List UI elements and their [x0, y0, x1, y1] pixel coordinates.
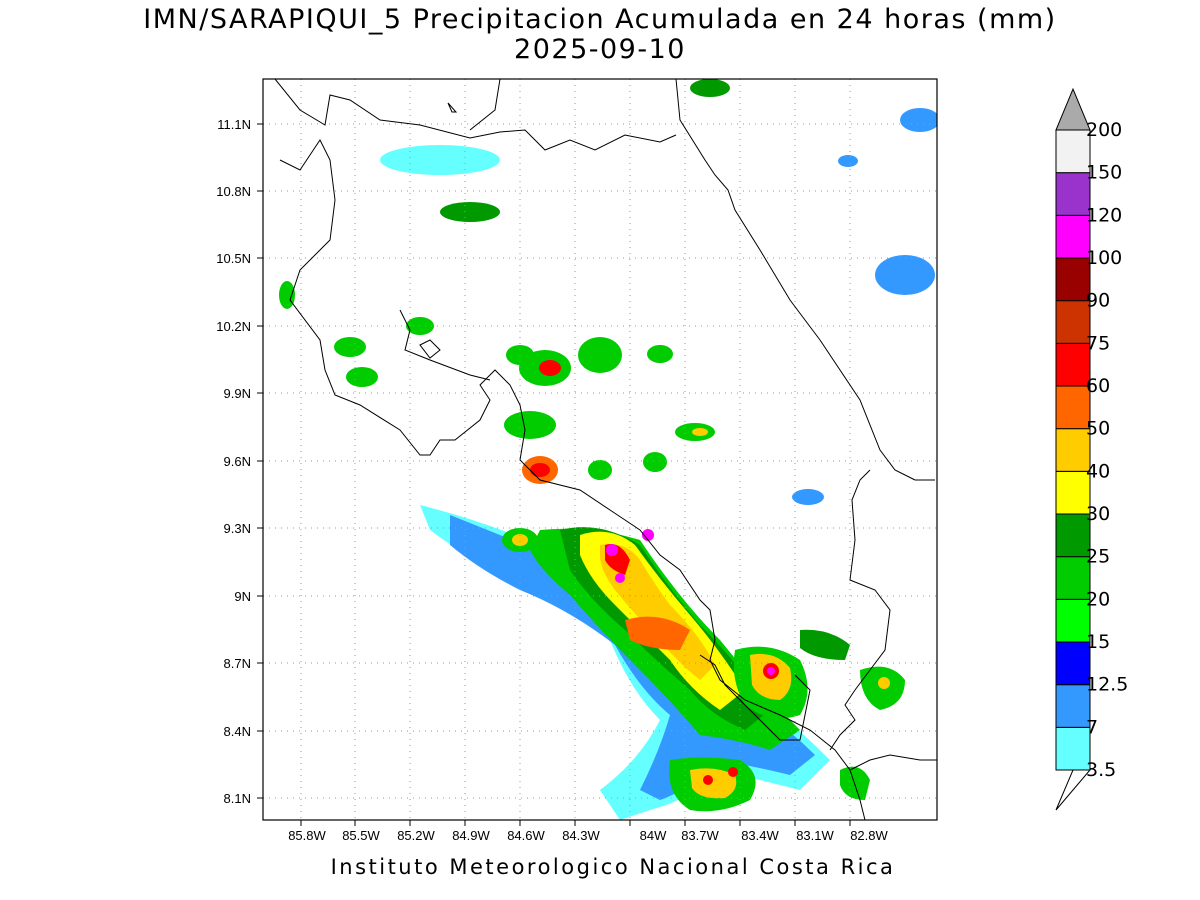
y-tick-label: 8.1N: [224, 791, 251, 806]
x-tick-label: 82.8W: [850, 828, 888, 843]
colorbar-label: 100: [1086, 247, 1122, 269]
colorbar-label: 30: [1086, 503, 1110, 525]
x-tick-label: 84.9W: [452, 828, 490, 843]
y-tick-label: 8.7N: [224, 656, 251, 671]
plot-frame: [262, 78, 938, 821]
colorbar-label: 40: [1086, 460, 1110, 482]
colorbar-swatch: [1055, 726, 1091, 771]
colorbar-label: 60: [1086, 375, 1110, 397]
colorbar-swatch: [1055, 214, 1091, 259]
y-tick-label: 10.5N: [216, 251, 251, 266]
institution-footer: Instituto Meteorologico Nacional Costa R…: [330, 855, 896, 879]
axis-tick-marks: [257, 123, 851, 826]
x-tick-label: 84.6W: [507, 828, 545, 843]
x-tick-label: 83.4W: [741, 828, 779, 843]
map-date: 2025-09-10: [514, 34, 686, 65]
map-grid: [263, 79, 937, 820]
x-tick-label: 83.1W: [796, 828, 834, 843]
y-tick-label: 9.9N: [224, 386, 251, 401]
colorbar-over-triangle: [1055, 87, 1091, 131]
x-tick-label: 84.3W: [562, 828, 600, 843]
colorbar-under-triangle: [1055, 769, 1092, 811]
y-tick-label: 8.4N: [224, 724, 251, 739]
colorbar-swatch: [1055, 129, 1091, 174]
colorbar-swatch: [1055, 428, 1091, 472]
coastline: [274, 79, 937, 820]
y-axis-labels: 11.1N 10.8N 10.5N 10.2N 9.9N 9.6N 9.3N 9…: [216, 117, 251, 806]
y-tick-label: 9N: [234, 589, 251, 604]
colorbar-label: 75: [1086, 332, 1110, 354]
colorbar-label: 15: [1086, 631, 1110, 653]
colorbar-label: 12.5: [1086, 674, 1128, 696]
colorbar-label: 50: [1086, 418, 1110, 440]
x-tick-label: 83.7W: [681, 828, 719, 843]
y-tick-label: 9.3N: [224, 521, 251, 536]
x-tick-label: 85.5W: [342, 828, 380, 843]
colorbar-swatch: [1055, 470, 1091, 515]
x-axis-labels: 85.8W 85.5W 85.2W 84.9W 84.6W 84.3W 84W …: [288, 828, 888, 843]
map-plot-area: 85.8W 85.5W 85.2W 84.9W 84.6W 84.3W 84W …: [216, 78, 938, 843]
colorbar-label: 20: [1086, 588, 1110, 610]
y-tick-label: 9.6N: [224, 454, 251, 469]
y-tick-label: 11.1N: [217, 117, 251, 132]
y-tick-label: 10.8N: [216, 184, 251, 199]
colorbar-swatch: [1055, 598, 1091, 643]
map-title: IMN/SARAPIQUI_5 Precipitacion Acumulada …: [143, 4, 1057, 35]
colorbar-swatch: [1055, 641, 1091, 686]
colorbar-swatch: [1055, 257, 1091, 302]
colorbar-label: 150: [1086, 162, 1122, 184]
colorbar-label: 200: [1086, 119, 1122, 141]
colorbar-swatch: [1055, 342, 1091, 387]
colorbar-label: 120: [1086, 204, 1122, 226]
x-tick-label: 85.8W: [288, 828, 326, 843]
precipitation-field: [279, 79, 937, 820]
colorbar-swatch: [1055, 556, 1091, 600]
colorbar-legend: 3.5 7 12.5 15 20 25 30 40 50 60 75 90 100 120 150 200: [1055, 87, 1128, 811]
colorbar-label: 3.5: [1086, 759, 1116, 781]
colorbar-label: 90: [1086, 290, 1110, 312]
colorbar-swatch: [1055, 385, 1091, 430]
colorbar-swatch: [1055, 684, 1091, 728]
y-tick-label: 10.2N: [216, 319, 251, 334]
colorbar-label: 25: [1086, 546, 1110, 568]
colorbar-swatch: [1055, 513, 1091, 558]
colorbar-swatch: [1055, 172, 1091, 216]
colorbar-swatch: [1055, 300, 1091, 344]
x-tick-label: 84W: [640, 828, 667, 843]
colorbar-label: 7: [1086, 716, 1098, 738]
x-tick-label: 85.2W: [397, 828, 435, 843]
